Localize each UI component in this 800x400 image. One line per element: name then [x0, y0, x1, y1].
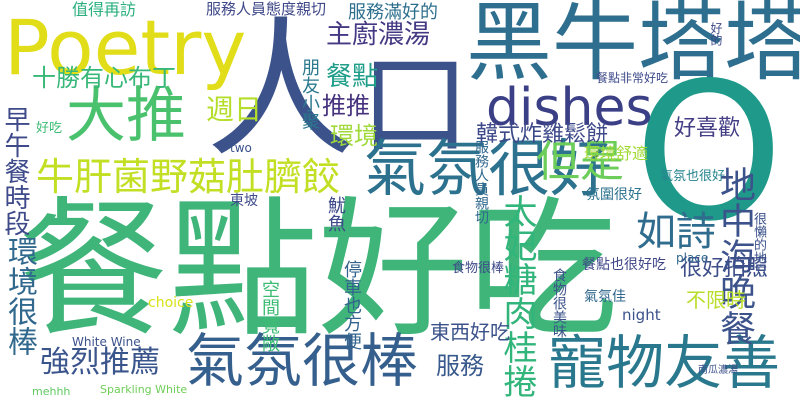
word-寵物友善: 寵物友善	[548, 329, 781, 397]
word-食物很棒: 食物很棒	[452, 261, 505, 276]
word-環境: 環境	[330, 122, 378, 150]
word-魷魚: 魷魚	[325, 196, 346, 232]
word-韓式炸雞鬆餅: 韓式炸雞鬆餅	[476, 122, 609, 147]
word-朋友小聚: 朋友小聚	[299, 58, 320, 130]
word-服務: 服務	[436, 352, 484, 380]
word-食物很美味: 食物很美味	[551, 268, 567, 338]
word-推推: 推推	[322, 92, 370, 120]
word-很懶的地方: 很懶的地方	[751, 212, 766, 277]
word-poetry: Poetry	[4, 3, 247, 92]
word-很好拍照: 很好拍照	[680, 256, 769, 281]
word-餐點: 餐點	[326, 62, 379, 92]
word-但是: 但是	[536, 136, 624, 187]
word-主廚濃湯: 主廚濃湯	[326, 20, 431, 50]
word-餐點也很好吃: 餐點也很好吃	[582, 257, 666, 273]
word-人: 人	[206, 4, 357, 178]
word-mehhh: mehhh	[32, 385, 71, 398]
word-好吃: 好吃	[36, 121, 63, 136]
word-不限時: 不限時	[686, 288, 746, 312]
word-sparkling-white: Sparkling White	[100, 383, 188, 396]
word-東西好吃: 東西好吃	[430, 320, 510, 344]
word-環境舒適: 環境舒適	[584, 144, 649, 163]
word-choice: choice	[148, 295, 194, 311]
word-氣氛很好: 氣氛很好	[364, 132, 613, 205]
word-值得再訪: 值得再訪	[72, 0, 137, 19]
word-好的: 好的	[709, 22, 723, 46]
word-氣氛也很好: 氣氛也很好	[660, 169, 726, 184]
word-口: 口	[360, 41, 470, 169]
word-餐點非常好吃: 餐點非常好吃	[596, 71, 669, 85]
word-two: two	[230, 141, 252, 155]
word-好喜歡: 好喜歡	[674, 116, 741, 141]
word-早午餐時段: 早午餐時段	[0, 106, 30, 236]
word-white-wine: White Wine	[72, 335, 141, 349]
word-空間寬敞: 空間寬敞	[259, 280, 280, 352]
word-O: O	[634, 42, 784, 263]
word-服務人員態度親切: 服務人員態度親切	[206, 0, 327, 18]
word-place: place	[676, 251, 709, 265]
word-強烈推薦: 強烈推薦	[40, 345, 160, 380]
word-停車也方便: 停車也方便	[341, 260, 362, 350]
word-大推: 大推	[66, 81, 186, 151]
word-地中海晚餐: 地中海晚餐	[714, 166, 755, 346]
word-牛肝菌野菇肚臍餃: 牛肝菌野菇肚臍餃	[36, 155, 341, 199]
word-如詩: 如詩	[636, 209, 716, 255]
word-太妃糖肉桂捲: 太妃糖肉桂捲	[497, 194, 537, 398]
word-氣氛佳: 氣氛佳	[584, 289, 626, 305]
word-餐點好吃: 餐點好吃	[18, 184, 619, 358]
word-南瓜濃湯: 南瓜濃湯	[698, 365, 738, 376]
word-環境很棒: 環境很棒	[2, 236, 37, 356]
word-night: night	[622, 306, 661, 324]
word-黑牛塔塔: 黑牛塔塔	[466, 0, 800, 93]
word-氛圍很好: 氛圍很好	[586, 187, 642, 203]
word-服務人員親切: 服務人員親切	[473, 140, 489, 224]
word-dishes: dishes	[486, 78, 653, 138]
word-東坡: 東坡	[230, 193, 258, 209]
word-服務滿好的: 服務滿好的	[348, 2, 438, 23]
word-氣氛很棒: 氣氛很棒	[186, 327, 419, 395]
word-十勝有心布丁: 十勝有心布丁	[32, 64, 176, 92]
word-週日: 週日	[206, 93, 263, 126]
